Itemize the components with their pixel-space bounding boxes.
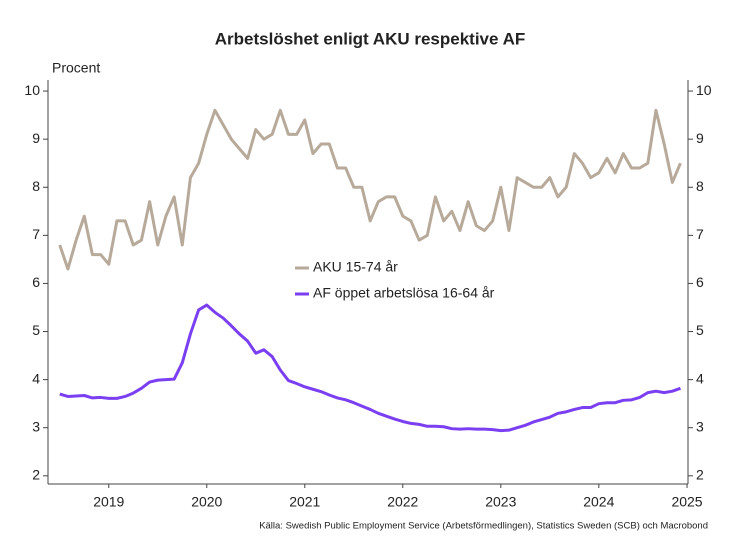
legend-label: AKU 15-74 år [313,259,398,275]
chart-title: Arbetslöshet enligt AKU respektive AF [215,29,525,48]
x-tick-label: 2024 [583,494,614,510]
y2-tick-label: 10 [696,82,712,98]
y2-tick-label: 9 [696,130,704,146]
y-tick-label: 6 [32,274,40,290]
y-axis-label: Procent [52,60,100,76]
y2-tick-label: 6 [696,274,704,290]
x-tick-label: 2020 [191,494,222,510]
y2-tick-label: 7 [696,226,704,242]
y-tick-label: 10 [24,82,40,98]
y2-tick-label: 2 [696,467,704,483]
legend-label: AF öppet arbetslösa 16-64 år [313,285,495,301]
x-tick-label: 2019 [93,494,124,510]
y-tick-label: 9 [32,130,40,146]
y-tick-label: 8 [32,178,40,194]
y-tick-label: 3 [32,418,40,434]
source-note: Källa: Swedish Public Employment Service… [259,521,708,532]
y2-tick-label: 5 [696,322,704,338]
x-tick-label: 2023 [485,494,516,510]
x-tick-label: 2025 [671,494,702,510]
y-tick-label: 5 [32,322,40,338]
y-tick-label: 7 [32,226,40,242]
series-line [58,108,682,271]
series-line [59,303,681,433]
x-tick-label: 2021 [289,494,320,510]
x-tick-label: 2022 [387,494,418,510]
y-tick-label: 4 [32,370,40,386]
y2-tick-label: 8 [696,178,704,194]
y2-tick-label: 3 [696,418,704,434]
y2-tick-label: 4 [696,370,704,386]
y-tick-label: 2 [32,467,40,483]
